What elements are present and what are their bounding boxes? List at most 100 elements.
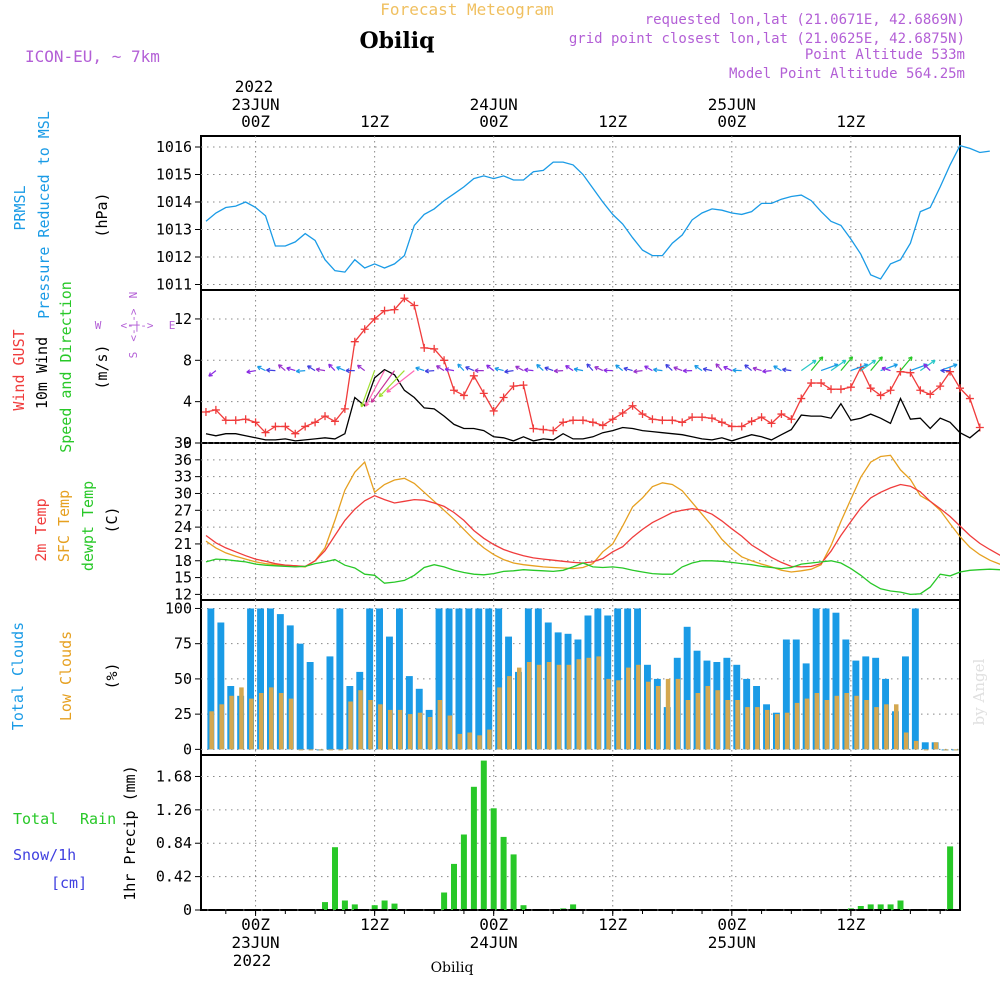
low-cloud-bar xyxy=(874,707,879,750)
total-cloud-bar xyxy=(614,608,622,750)
low-cloud-bar xyxy=(249,698,254,750)
gust-marker xyxy=(479,389,488,398)
low-cloud-bar xyxy=(288,698,294,750)
total-cloud-bar xyxy=(902,656,909,750)
gust-marker xyxy=(698,413,707,422)
low-cloud-bar xyxy=(586,657,591,750)
gust-marker xyxy=(509,382,518,391)
gust-marker xyxy=(430,344,439,353)
y-tick-label: 0 xyxy=(183,740,192,758)
total-clouds-label: Total Clouds xyxy=(9,622,27,730)
bottom-year-label: 2022 xyxy=(233,951,272,970)
total-cloud-bar xyxy=(792,639,800,750)
wind-direction-arrow xyxy=(277,364,286,372)
gust-marker xyxy=(727,422,736,431)
y-tick-label: 4 xyxy=(183,393,192,411)
panel-frame-prmsl xyxy=(200,135,961,291)
gust-marker xyxy=(420,343,429,352)
y-tick-label: 12 xyxy=(174,310,192,328)
low-cloud-bar xyxy=(507,676,512,750)
low-cloud-bar xyxy=(636,664,641,750)
wind-direction-arrow xyxy=(345,368,355,374)
total-cloud-bar xyxy=(435,608,443,750)
low-cloud-bar xyxy=(755,707,760,750)
low-cloud-bar xyxy=(913,740,919,750)
gust-marker xyxy=(241,415,250,424)
temp-labels: 2m Temp SFC Temp dewpt Temp (C) xyxy=(32,481,121,571)
wind-direction-arrow xyxy=(830,359,847,372)
total-cloud-bar xyxy=(386,636,393,750)
low-cloud-bar xyxy=(903,732,909,750)
total-cloud-bar xyxy=(217,622,225,750)
point-altitude-label: Point Altitude 533m xyxy=(805,47,965,63)
low-cloud-bar xyxy=(546,662,552,750)
compass-arrow-vertical: <-|-> xyxy=(127,308,140,341)
wind-direction-arrow xyxy=(221,371,225,379)
total-cloud-bar xyxy=(455,608,463,750)
y-tick-label: 1.68 xyxy=(156,767,192,785)
low-cloud-bar xyxy=(338,749,343,751)
y-tick-label: 12 xyxy=(174,585,192,603)
gust-marker xyxy=(598,421,607,430)
wind-direction-arrow xyxy=(524,367,534,373)
low-cloud-bar xyxy=(854,695,859,750)
low-cloud-bar xyxy=(229,695,234,750)
gust-marker xyxy=(836,385,845,394)
rain-bar xyxy=(897,900,904,910)
compass-n-label: N xyxy=(127,292,140,299)
low-cloud-bar xyxy=(536,664,542,750)
gust-marker xyxy=(846,383,855,392)
gust-marker xyxy=(916,386,925,395)
wind-direction-arrow xyxy=(356,364,366,372)
wind-direction-arrow xyxy=(474,368,484,374)
wind-direction-arrow xyxy=(515,365,524,372)
total-cloud-bar xyxy=(306,662,314,750)
wind-direction-arrow xyxy=(266,367,276,373)
gust-marker xyxy=(201,407,210,416)
wind-10m-label: 10m Wind xyxy=(33,337,51,409)
sfc-temp-label: SFC Temp xyxy=(55,490,73,562)
y-tick-label: 75 xyxy=(174,635,192,653)
total-cloud-bar xyxy=(872,657,880,750)
rain-bar xyxy=(451,863,457,910)
top-year-label: 2022 xyxy=(235,77,274,96)
wind-direction-arrow xyxy=(228,371,236,375)
total-cloud-bar xyxy=(832,612,840,750)
gust-marker xyxy=(767,419,776,428)
gust-marker xyxy=(311,418,320,427)
gust-marker xyxy=(717,418,726,427)
gust-marker xyxy=(688,413,697,422)
wind-direction-arrow xyxy=(240,371,246,378)
wind-direction-arrow xyxy=(378,370,405,398)
gust-marker xyxy=(390,305,399,314)
low-cloud-bar xyxy=(705,686,710,750)
low-cloud-bar xyxy=(467,732,472,750)
total-cloud-bar xyxy=(396,608,403,750)
top-tick-date-label: 25JUN xyxy=(708,95,756,114)
gust-marker xyxy=(489,406,498,415)
low-clouds-label: Low Clouds xyxy=(57,631,75,721)
low-cloud-bar xyxy=(427,717,433,750)
gust-marker xyxy=(321,412,330,421)
gust-marker xyxy=(896,367,905,376)
gust-marker xyxy=(499,393,508,402)
wind-direction-arrow xyxy=(494,366,504,372)
bottom-tick-date-label: 24JUN xyxy=(470,933,518,952)
gust-marker xyxy=(707,414,716,423)
gust-marker xyxy=(301,422,310,431)
total-label: Total xyxy=(13,810,58,828)
gust-marker xyxy=(866,384,875,393)
low-cloud-bar xyxy=(407,714,413,750)
y-tick-label: 21 xyxy=(174,535,192,553)
total-cloud-bar xyxy=(247,608,254,750)
rain-bar xyxy=(500,836,507,910)
rain-bar xyxy=(460,834,467,910)
gust-marker xyxy=(380,306,389,315)
wind-direction-arrow xyxy=(328,363,336,372)
low-cloud-bar xyxy=(775,714,780,750)
wind-direction-arrow xyxy=(286,366,296,372)
model-label: ICON-EU, ~ 7km xyxy=(25,47,160,66)
low-cloud-bar xyxy=(328,749,333,751)
low-cloud-bar xyxy=(477,735,482,750)
